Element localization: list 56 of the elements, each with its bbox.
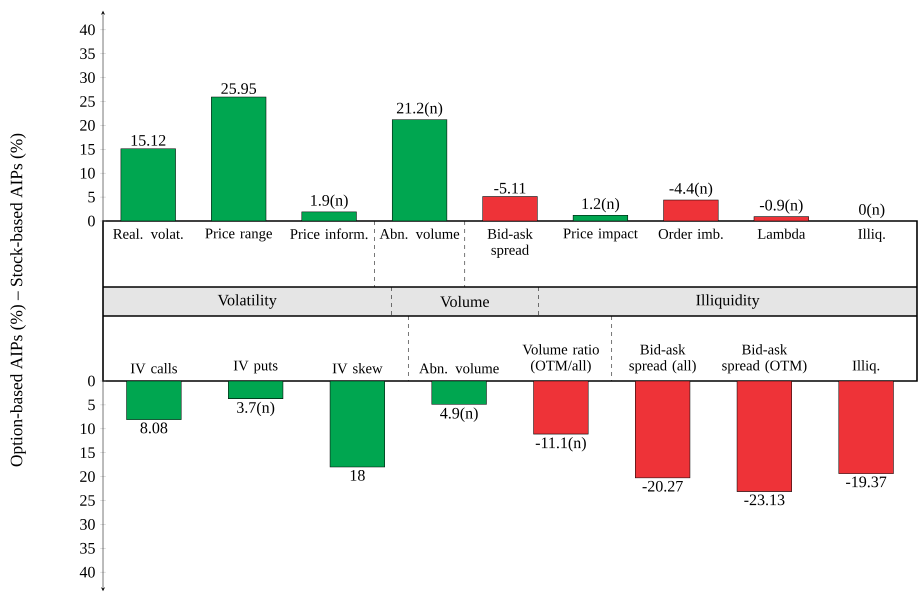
x-tick-label: Volume ratio (OTM/all) — [522, 344, 599, 374]
y-tick-label: 0 — [88, 376, 95, 386]
y-tick-label: 5 — [88, 400, 95, 410]
data-label: 3.7(n) — [237, 402, 274, 416]
data-label: -5.11 — [494, 182, 526, 194]
data-label: 4.9(n) — [440, 407, 478, 422]
text: Volume — [440, 296, 489, 308]
data-label: -11.1(n) — [536, 436, 586, 452]
data-label: -23.13 — [744, 494, 784, 506]
y-tick-label: 40 — [80, 566, 95, 578]
data-label: -20.27 — [642, 480, 683, 492]
y-tick-label: 25 — [80, 96, 95, 107]
y-tick-label: 35 — [80, 542, 95, 554]
x-tick-label: Price inform. — [290, 228, 368, 240]
data-label: 21.2(n) — [396, 102, 442, 117]
y-tick-label: 10 — [80, 168, 95, 179]
data-label: 18 — [350, 470, 365, 481]
x-tick-label: Bid-ask spread — [488, 228, 533, 258]
x-tick-label: Price range — [205, 228, 272, 242]
x-tick-label: Illiq. — [852, 360, 880, 374]
x-tick-label: IV calls — [130, 363, 177, 374]
data-label: 8.08 — [140, 422, 168, 434]
y-tick-label: 40 — [80, 24, 95, 36]
x-tick-label: Illiq. — [858, 228, 885, 242]
y-tick-label: 20 — [80, 120, 95, 131]
y-tick-label: 20 — [80, 471, 95, 482]
data-label: 1.2(n) — [582, 198, 620, 212]
x-tick-label: Lambda — [758, 228, 806, 239]
data-label: -19.37 — [846, 476, 886, 488]
y-tick-label: 5 — [88, 192, 95, 202]
x-tick-label: IV skew — [332, 363, 383, 374]
text: Volatility — [218, 294, 277, 309]
x-tick-label: Bid-ask spread (OTM) — [722, 344, 806, 374]
y-tick-label: 30 — [80, 518, 95, 530]
x-tick-label: IV puts — [234, 360, 278, 374]
x-tick-label: Bid-ask spread (all) — [629, 344, 696, 374]
y-tick-label: 0 — [88, 216, 95, 226]
x-tick-label: Real. volat. — [113, 228, 183, 239]
data-label: 0(n) — [859, 204, 884, 218]
y-tick-label: 30 — [80, 72, 95, 83]
y-tick-label: 25 — [80, 495, 95, 506]
y-axis-title: Option-based AIPs (%) – Stock-based AIPs (%) — [10, 134, 26, 466]
data-label: 25.95 — [221, 83, 256, 94]
x-tick-label: Price impact — [563, 228, 638, 242]
y-tick-label: 10 — [80, 423, 95, 434]
data-label: -4.4(n) — [669, 182, 712, 198]
data-label: 1.9(n) — [311, 194, 348, 209]
y-tick-label: 35 — [80, 48, 95, 60]
x-tick-label: Abn. volume — [419, 363, 499, 374]
x-tick-label: Order imb. — [658, 228, 723, 239]
data-label: -0.9(n) — [760, 199, 803, 214]
y-tick-label: 15 — [80, 144, 95, 155]
x-tick-label: Abn. volume — [380, 228, 460, 239]
y-tick-label: 15 — [80, 447, 95, 458]
data-label: 15.12 — [132, 134, 166, 146]
text: Illiquidity — [696, 294, 760, 309]
